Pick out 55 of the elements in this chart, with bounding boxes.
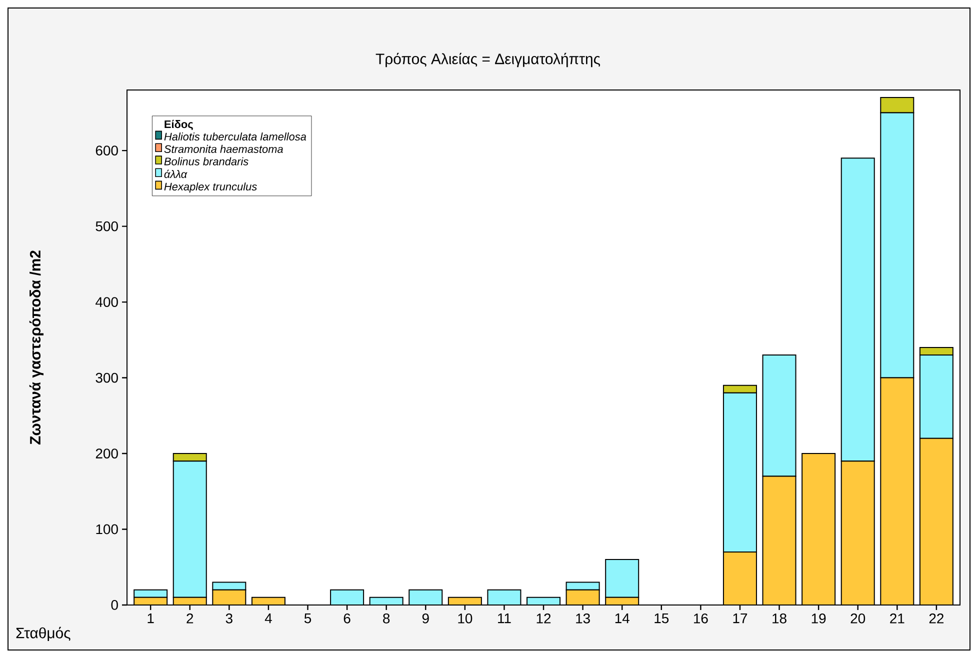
bar: [212, 589, 246, 605]
bar: [722, 551, 757, 605]
x-tick-label: 8: [383, 613, 390, 624]
y-tick-label: 0: [111, 600, 118, 610]
x-tick-label: 22: [929, 613, 944, 624]
x-tick-label: 9: [422, 613, 429, 624]
y-tick-label: 100: [96, 524, 118, 534]
x-tick-label: 11: [498, 614, 511, 624]
x-axis-title: Σταθμός: [16, 626, 70, 642]
bar: [330, 590, 364, 605]
y-tick-label: 500: [96, 221, 118, 232]
x-tick-label: 13: [576, 613, 590, 624]
x-tick-label: 3: [226, 613, 232, 624]
bar: [840, 460, 875, 605]
bar: [840, 158, 875, 462]
x-tick-label: 1: [148, 614, 154, 624]
x-tick-label: 18: [772, 613, 786, 624]
y-axis-title: Ζωντανά γαστερόποδα /m2: [29, 250, 44, 444]
x-tick-label: 5: [304, 614, 312, 624]
legend-title: Είδος: [164, 120, 193, 130]
y-tick-label: 600: [96, 146, 118, 156]
bar: [488, 590, 521, 605]
legend-label: άλλα: [164, 170, 188, 178]
x-tick-label: 19: [812, 613, 826, 624]
legend-label: Stramonita haemastoma: [164, 144, 283, 153]
chart-title: Τρόπος Αλιείας = Δειγματολήπτης: [376, 52, 600, 68]
x-tick-label: 21: [890, 613, 904, 624]
y-tick-label: 200: [96, 448, 118, 458]
y-tick-label: 300: [96, 372, 118, 383]
x-tick-label: 17: [733, 614, 748, 624]
x-tick-label: 6: [344, 613, 350, 624]
bar: [409, 590, 442, 605]
bar: [880, 377, 914, 605]
bar: [880, 112, 914, 378]
y-tick-label: 400: [96, 297, 118, 307]
bar: [919, 438, 954, 605]
x-tick-label: 2: [186, 613, 194, 624]
x-tick-label: 15: [654, 614, 669, 624]
bar: [919, 354, 954, 439]
x-tick-label: 14: [615, 614, 630, 624]
bar: [605, 559, 640, 598]
x-tick-label: 16: [694, 613, 708, 624]
legend-label: Haliotis tuberculata lamellosa: [164, 132, 306, 141]
bar: [762, 354, 796, 477]
x-tick-label: 12: [536, 613, 551, 624]
legend-label: Hexaplex trunculus: [164, 182, 257, 193]
x-tick-label: 4: [264, 614, 272, 624]
bar: [762, 476, 796, 605]
legend-label: Bolinus brandaris: [164, 157, 248, 166]
x-tick-label: 10: [458, 613, 472, 624]
bar: [566, 590, 600, 605]
bar: [172, 460, 207, 598]
bar: [802, 453, 836, 605]
x-tick-label: 20: [850, 613, 866, 624]
bar: [722, 392, 757, 552]
